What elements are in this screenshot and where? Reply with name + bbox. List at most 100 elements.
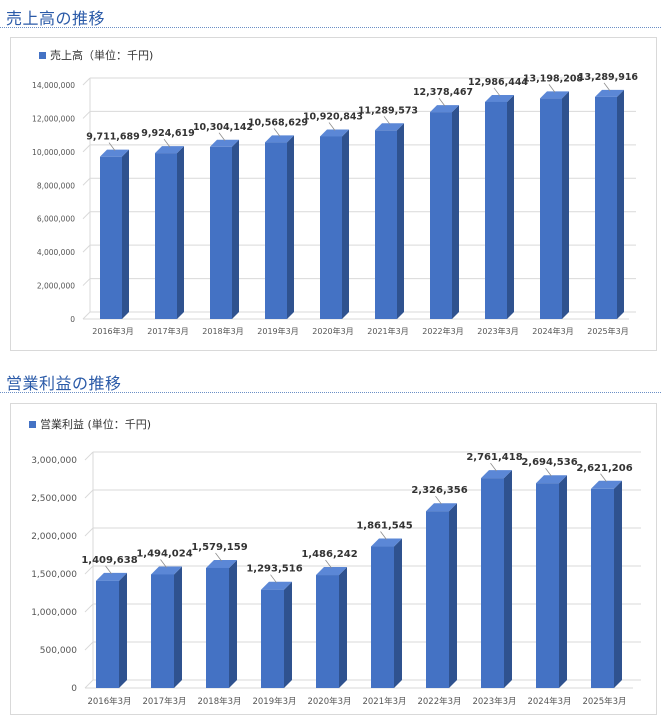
bar-top (206, 559, 237, 568)
data-label-leader (545, 467, 552, 477)
gridline-diagonal (84, 489, 94, 499)
bar (151, 566, 182, 688)
data-label: 10,568,629 (248, 117, 308, 128)
y-tick-label: 1,000,000 (31, 608, 77, 618)
x-tick-label: 2023年3月 (477, 326, 518, 336)
bar (316, 567, 347, 688)
data-label: 9,924,619 (141, 128, 195, 139)
data-label-leader (328, 122, 336, 131)
data-label-leader (600, 473, 607, 483)
bar-front (100, 156, 122, 319)
x-tick-label: 2018年3月 (197, 696, 241, 707)
bar-top (151, 566, 182, 575)
bar-side (562, 91, 569, 319)
bar-front (591, 488, 614, 688)
bar (430, 105, 459, 319)
bar-front (540, 98, 562, 319)
y-tick-label: 2,000,000 (37, 282, 75, 291)
x-tick-label: 2018年3月 (202, 326, 243, 336)
y-tick-label: 6,000,000 (37, 215, 75, 224)
sales-bar-chart: 0 2,000,000 4,000,000 6,000,000 8,000,000 10,… (32, 72, 638, 336)
bar-side (284, 581, 292, 688)
bar-front (430, 112, 452, 319)
legend-label: 売上高（単位：千円) (50, 49, 154, 62)
bar (206, 559, 237, 688)
gridline-diagonal (84, 603, 94, 613)
y-tick-label: 2,000,000 (31, 532, 77, 542)
data-label: 1,579,159 (191, 542, 247, 553)
bar-top (481, 470, 512, 479)
x-tick-label: 2025年3月 (582, 696, 626, 707)
data-label: 1,494,024 (136, 548, 192, 559)
bar-front (320, 136, 342, 319)
y-tick-label: 2,500,000 (31, 494, 77, 504)
data-label-leader (548, 84, 556, 93)
data-label: 11,289,573 (358, 105, 418, 116)
x-tick-label: 2021年3月 (367, 326, 408, 336)
data-label-leader (435, 495, 442, 505)
x-tick-label: 2020年3月 (307, 696, 351, 707)
data-label-leader (108, 142, 116, 151)
operating-profit-chart-panel: 営業利益 (単位：千円) 0 500,000 1,000,000 1,500,000 2… (10, 403, 657, 715)
gridline-diagonal (84, 527, 94, 537)
legend-label: 営業利益 (単位：千円) (40, 418, 152, 431)
bar (265, 135, 294, 319)
bar-top (540, 91, 569, 99)
gridline-diagonal (82, 111, 91, 119)
gridline-diagonal (82, 278, 91, 286)
data-label-leader (218, 132, 226, 142)
bar-front (151, 574, 174, 688)
bar-side (617, 89, 624, 319)
data-label-leader (270, 574, 277, 583)
y-tick-label: 500,000 (40, 646, 77, 656)
bar (426, 503, 457, 688)
bar-front (155, 153, 177, 319)
bar-front (595, 96, 617, 319)
bar-side (507, 94, 514, 320)
bar-side (394, 538, 402, 688)
y-tick-label: 0 (70, 315, 75, 324)
data-label: 10,304,142 (193, 122, 253, 133)
bar-top (316, 567, 347, 576)
gridline-diagonal (82, 211, 91, 220)
bar (96, 572, 127, 688)
bar-top (485, 94, 514, 102)
y-tick-label: 12,000,000 (32, 114, 75, 123)
y-tick-label: 0 (71, 684, 77, 694)
data-label: 9,711,689 (86, 132, 140, 143)
bar (595, 89, 624, 319)
bar-top (371, 538, 402, 547)
bar-side (119, 572, 127, 688)
bar-front (96, 580, 119, 688)
bar (375, 123, 404, 319)
section-divider (0, 27, 661, 28)
bar-side (232, 139, 239, 319)
data-label: 1,293,516 (246, 564, 302, 575)
gridline-diagonal (82, 177, 91, 186)
bar-front (371, 546, 394, 688)
data-label: 12,986,444 (468, 77, 528, 88)
bar-front (536, 483, 559, 688)
bar-top (320, 129, 349, 137)
bar-top (591, 480, 622, 489)
gridline-diagonal (82, 244, 91, 253)
y-tick-label: 3,000,000 (31, 456, 77, 466)
bar-top (261, 581, 292, 590)
data-label: 2,761,418 (466, 452, 522, 463)
bar (320, 129, 349, 319)
bar-top (375, 123, 404, 131)
section-title-sales: 売上高の推移 (6, 9, 106, 28)
bar-top (96, 572, 127, 581)
operating-profit-legend: 営業利益 (単位：千円) (29, 416, 151, 432)
data-label: 12,378,467 (413, 87, 473, 98)
bar-side (614, 480, 622, 688)
x-tick-label: 2023年3月 (472, 696, 516, 707)
data-label-leader (603, 82, 611, 92)
bar-side (452, 105, 459, 319)
bar-side (342, 129, 349, 319)
bar-side (287, 135, 294, 319)
x-tick-label: 2022年3月 (422, 326, 463, 336)
bar-top (430, 105, 459, 113)
bar-top (210, 139, 239, 147)
bar-side (177, 146, 184, 319)
